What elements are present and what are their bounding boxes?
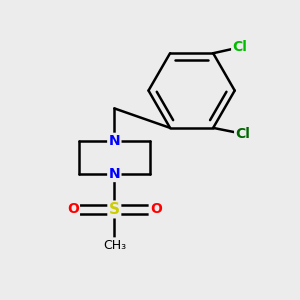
Text: O: O [150, 202, 162, 216]
Text: Cl: Cl [232, 40, 247, 54]
Text: O: O [67, 202, 79, 216]
Text: N: N [109, 167, 120, 181]
Text: Cl: Cl [236, 127, 250, 141]
Text: S: S [109, 202, 120, 217]
Text: CH₃: CH₃ [103, 238, 126, 252]
Text: N: N [109, 134, 120, 148]
